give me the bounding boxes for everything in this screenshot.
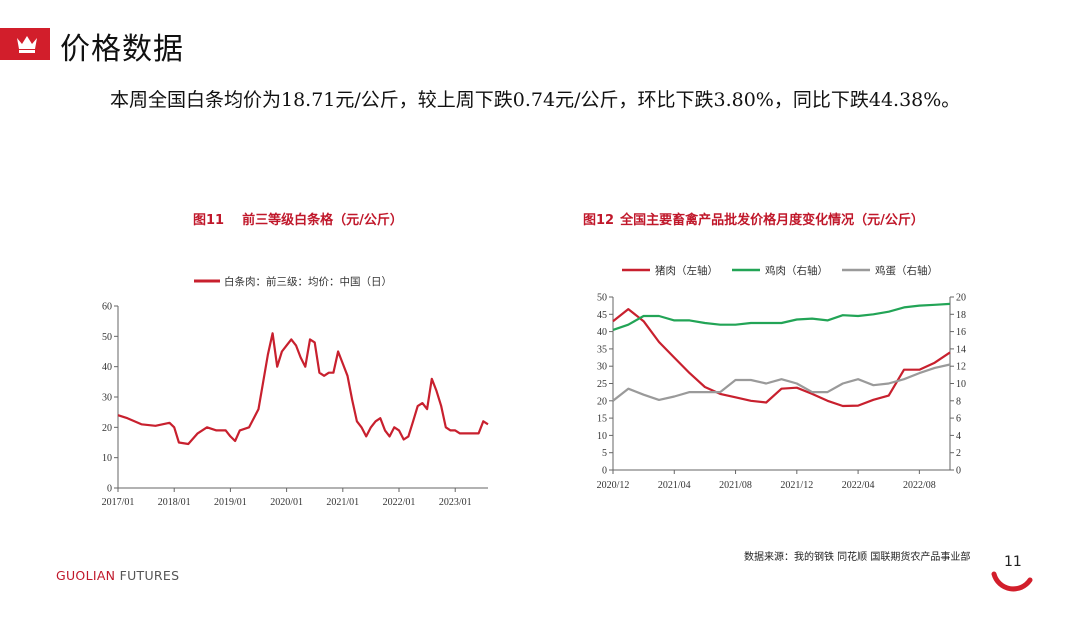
right-y-tick-label: 2 — [956, 448, 961, 459]
x-tick-label: 2021/08 — [719, 480, 752, 491]
x-tick-label: 2022/08 — [903, 480, 936, 491]
right-y-tick-label: 10 — [956, 379, 966, 390]
y-tick-label: 10 — [102, 453, 112, 464]
page-title: 价格数据 — [60, 32, 184, 67]
summary-paragraph: 本周全国白条均价为18.71元/公斤，较上周下跌0.74元/公斤，环比下跌3.8… — [110, 89, 961, 111]
x-tick-label: 2021/04 — [658, 480, 691, 491]
left-y-tick-label: 20 — [597, 396, 607, 407]
x-tick-label: 2018/01 — [158, 497, 191, 508]
left-y-tick-label: 25 — [597, 379, 607, 390]
series-line-chicken — [612, 302, 951, 331]
right-y-tick-label: 18 — [956, 310, 966, 321]
crown-icon — [17, 36, 37, 53]
right-y-tick-label: 8 — [956, 396, 961, 407]
company-logo: GUOLIAN FUTURES — [56, 568, 179, 583]
left-y-tick-label: 35 — [597, 344, 607, 355]
right-y-tick-label: 16 — [956, 327, 966, 338]
series-line-egg — [612, 363, 951, 402]
left-y-tick-label: 10 — [597, 431, 607, 442]
legend-label-chicken: 鸡肉（右轴） — [765, 264, 828, 277]
legend-label-egg: 鸡蛋（右轴） — [875, 264, 938, 277]
x-tick-label: 2022/01 — [383, 497, 416, 508]
page-number-badge: 11 — [991, 548, 1034, 596]
left-y-tick-label: 30 — [597, 362, 607, 373]
right-y-tick-label: 14 — [956, 344, 966, 355]
x-tick-label: 2021/12 — [780, 480, 813, 491]
y-tick-label: 0 — [107, 484, 112, 495]
y-tick-label: 40 — [102, 362, 112, 373]
right-y-tick-label: 6 — [956, 414, 961, 425]
figure-11-caption: 前三等级白条格（元/公斤） — [242, 213, 403, 228]
x-tick-label: 2022/04 — [842, 480, 875, 491]
figure-12-caption: 全国主要畜禽产品批发价格月度变化情况（元/公斤） — [620, 213, 924, 228]
figure-12-title: 图12 全国主要畜禽产品批发价格月度变化情况（元/公斤） — [583, 209, 924, 228]
y-tick-label: 30 — [102, 393, 112, 404]
left-y-tick-label: 40 — [597, 327, 607, 338]
x-tick-label: 2020/01 — [270, 497, 303, 508]
page-number: 11 — [1004, 554, 1022, 570]
series-line-pork-carcass — [117, 332, 489, 446]
left-y-tick-label: 15 — [597, 414, 607, 425]
x-tick-label: 2019/01 — [214, 497, 247, 508]
figure-11-number: 图11 — [193, 213, 225, 228]
right-y-tick-label: 4 — [956, 431, 961, 442]
figure-11-title: 图11 前三等级白条格（元/公斤） — [193, 209, 403, 228]
right-y-tick-label: 12 — [956, 362, 966, 373]
legend-label-pork-carcass: 白条肉：前三级：均价：中国（日） — [224, 275, 392, 288]
x-tick-label: 2023/01 — [439, 497, 472, 508]
logo-word: FUTURES — [119, 568, 180, 583]
y-tick-label: 50 — [102, 332, 112, 343]
logo-brand: GUOLIAN — [56, 568, 116, 583]
y-tick-label: 60 — [102, 302, 112, 313]
x-tick-label: 2017/01 — [102, 497, 135, 508]
data-source-note: 数据来源：我的钢铁 同花顺 国联期货农产品事业部 — [744, 552, 971, 563]
left-y-tick-label: 45 — [597, 310, 607, 321]
legend-label-pork: 猪肉（左轴） — [655, 264, 718, 277]
y-tick-label: 20 — [102, 423, 112, 434]
header-badge — [0, 28, 50, 60]
right-y-tick-label: 20 — [956, 293, 966, 304]
x-tick-label: 2020/12 — [597, 480, 630, 491]
figure-12-number: 图12 — [583, 213, 615, 228]
left-y-tick-label: 50 — [597, 293, 607, 304]
right-y-tick-label: 0 — [956, 466, 961, 477]
series-line-pork — [612, 308, 951, 408]
left-y-tick-label: 5 — [602, 448, 607, 459]
x-tick-label: 2021/01 — [326, 497, 359, 508]
left-y-tick-label: 0 — [602, 466, 607, 477]
